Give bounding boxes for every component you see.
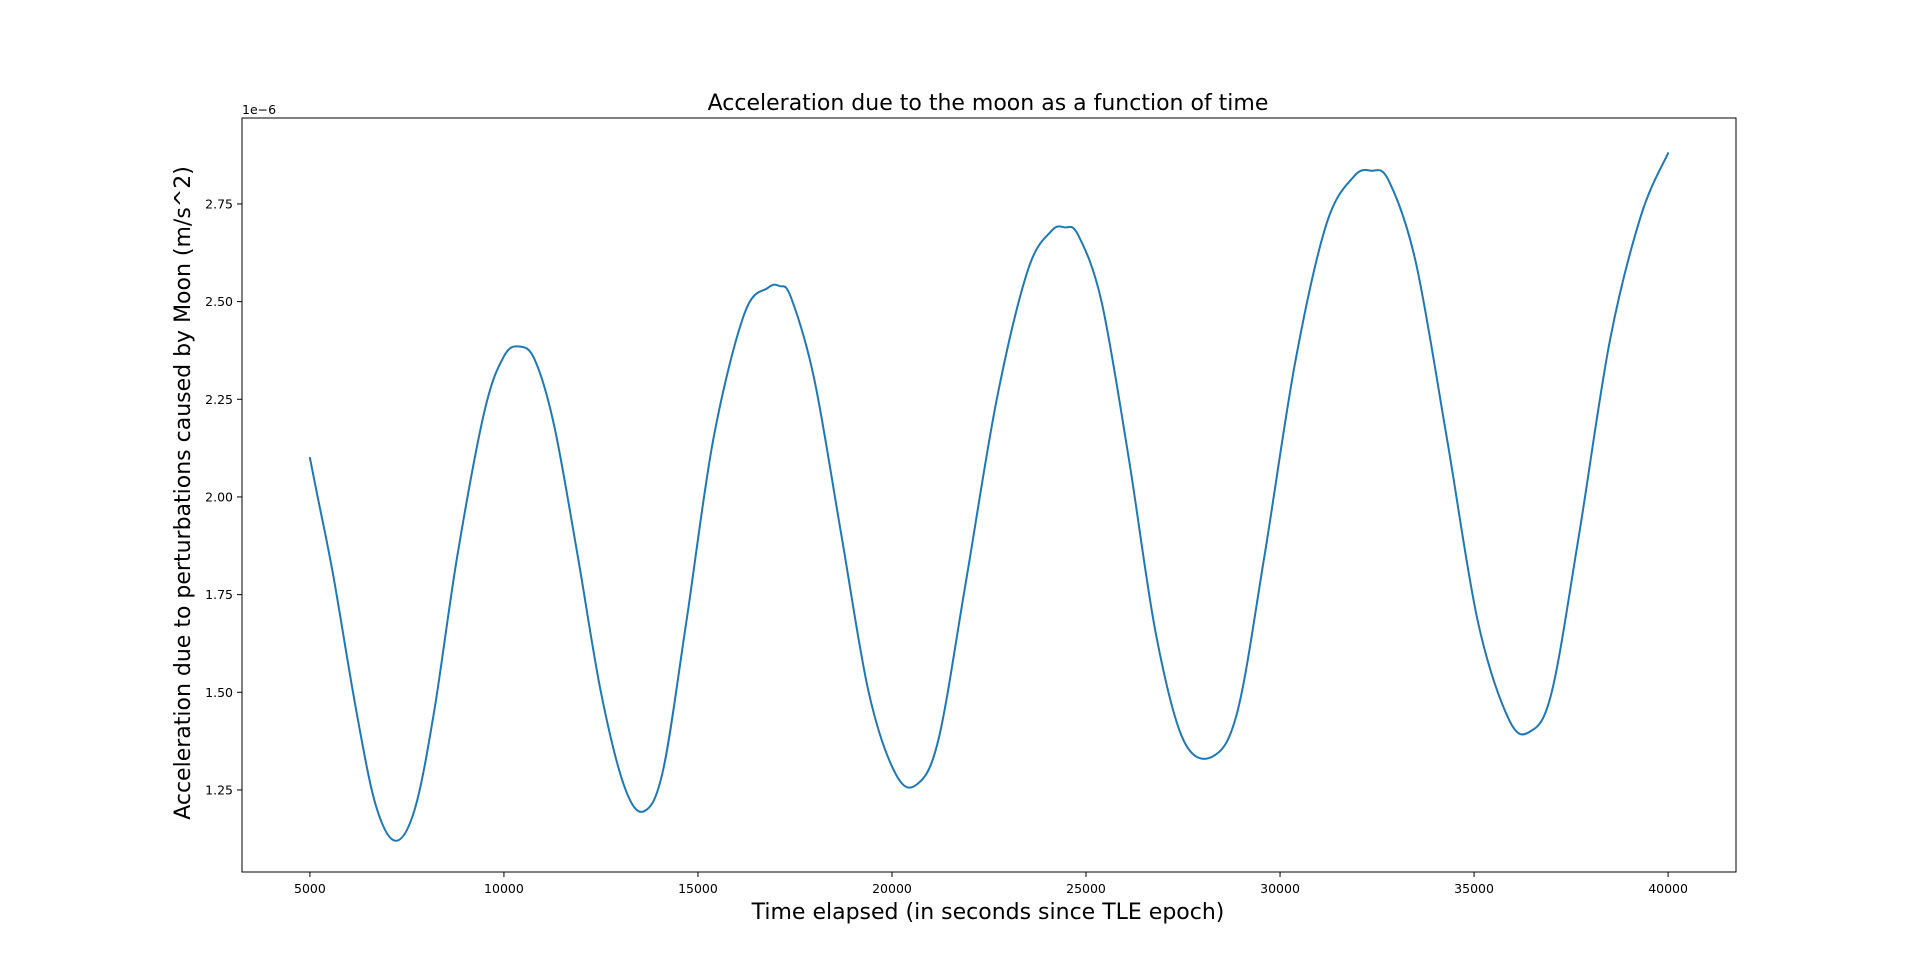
y-tick-label: 1.25	[205, 782, 233, 797]
axes-frame	[241, 117, 1737, 873]
x-axis-label: Time elapsed (in seconds since TLE epoch…	[751, 900, 1225, 925]
series-line-0	[308, 152, 1670, 842]
y-axis-offset-label: 1e−6	[242, 102, 276, 117]
x-tick-label: 40000	[1648, 881, 1688, 896]
y-tick-label: 2.00	[205, 489, 233, 504]
x-tick-label: 5000	[294, 881, 326, 896]
x-tick-label: 10000	[484, 881, 524, 896]
x-tick-label: 30000	[1260, 881, 1300, 896]
y-axis-ticks: 1.25 1.50 1.75 2.00 2.25 2.50 2.75	[205, 196, 242, 797]
x-tick-label: 25000	[1066, 881, 1106, 896]
x-tick-label: 15000	[678, 881, 718, 896]
y-tick-label: 1.50	[205, 685, 233, 700]
x-tick-label: 20000	[872, 881, 912, 896]
y-tick-label: 1.75	[205, 587, 233, 602]
x-tick-label: 35000	[1454, 881, 1494, 896]
y-axis-label: Acceleration due to perturbations caused…	[171, 166, 196, 820]
chart-title: Acceleration due to the moon as a functi…	[708, 91, 1269, 116]
x-axis-ticks: 5000 10000 15000 20000 25000 30000 35000 40000	[294, 872, 1688, 896]
y-tick-label: 2.50	[205, 294, 233, 309]
y-tick-label: 2.75	[205, 196, 233, 211]
y-tick-label: 2.25	[205, 392, 233, 407]
plot-area	[308, 152, 1670, 842]
